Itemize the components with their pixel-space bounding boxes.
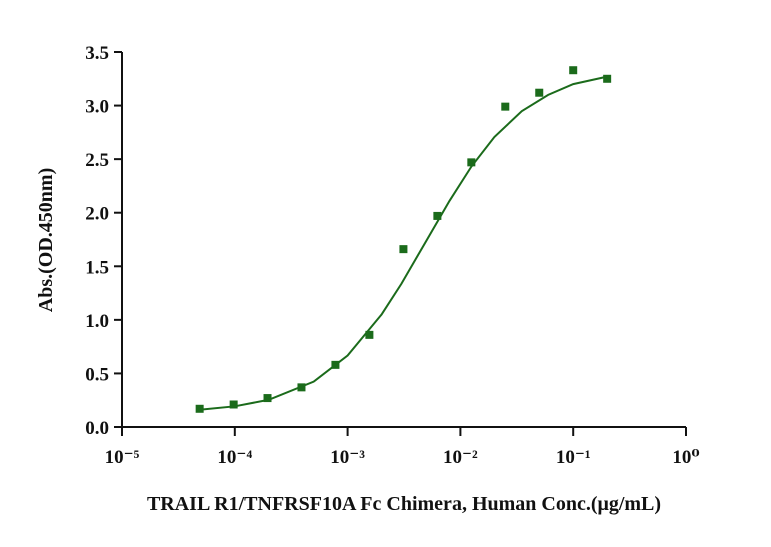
data-point bbox=[501, 102, 510, 111]
x-tick-label: 10⁻³ bbox=[330, 447, 365, 468]
x-tick-label: 10⁰ bbox=[672, 447, 699, 468]
fit-curve bbox=[199, 75, 608, 411]
data-point bbox=[603, 74, 612, 83]
data-point bbox=[535, 88, 544, 97]
x-tick-label: 10⁻¹ bbox=[556, 447, 591, 468]
y-tick-label: 3.0 bbox=[85, 97, 109, 118]
y-tick-label: 2.5 bbox=[85, 150, 109, 171]
x-tick-label: 10⁻⁴ bbox=[217, 447, 252, 468]
x-tick-label: 10⁻² bbox=[443, 447, 478, 468]
y-tick-label: 3.5 bbox=[85, 43, 109, 64]
y-tick-label: 0.0 bbox=[85, 418, 109, 439]
data-point bbox=[467, 158, 476, 167]
data-point bbox=[263, 394, 272, 403]
x-axis-title: TRAIL R1/TNFRSF10A Fc Chimera, Human Con… bbox=[147, 493, 661, 515]
data-point bbox=[569, 66, 578, 75]
x-tick-label: 10⁻⁵ bbox=[105, 447, 140, 468]
data-point bbox=[229, 400, 238, 409]
y-tick-label: 1.0 bbox=[85, 311, 109, 332]
y-tick-label: 1.5 bbox=[85, 257, 109, 278]
y-axis-title: Abs.(OD.450nm) bbox=[35, 168, 57, 312]
data-point bbox=[433, 211, 442, 220]
y-tick-label: 2.0 bbox=[85, 204, 109, 225]
data-point bbox=[365, 330, 374, 339]
data-point bbox=[399, 245, 408, 254]
y-tick-label: 0.5 bbox=[85, 364, 109, 385]
